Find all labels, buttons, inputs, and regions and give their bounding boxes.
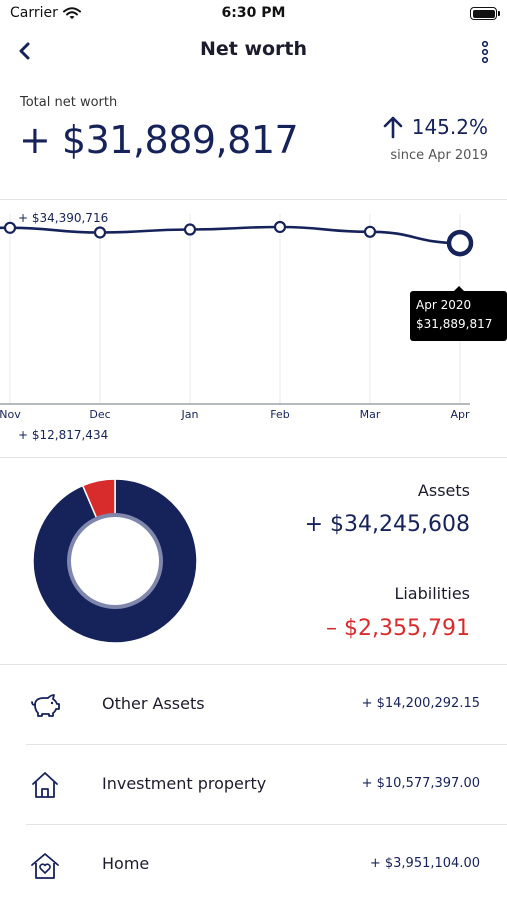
divider	[0, 457, 507, 458]
x-tick-label: Mar	[360, 408, 381, 421]
data-point-dec[interactable]	[93, 226, 107, 239]
data-point-feb[interactable]	[273, 220, 287, 234]
x-tick-label: Jan	[181, 408, 199, 421]
arrow-up-icon	[383, 116, 403, 139]
change-percent: 145.2%	[411, 115, 488, 139]
list-item[interactable]: Other Assets + $14,200,292.15	[0, 665, 507, 745]
tooltip-value: $31,889,817	[416, 317, 493, 331]
more-vertical-icon	[481, 40, 489, 64]
change-indicator: 145.2%	[382, 115, 488, 139]
data-point-jan[interactable]	[183, 223, 197, 236]
x-tick-label: Feb	[270, 408, 289, 421]
home-heart-icon	[31, 853, 59, 879]
chart-tooltip: Apr 2020 $31,889,817	[410, 286, 507, 341]
category-amount: + $3,951,104.00	[369, 856, 480, 871]
x-tick-label: Apr	[450, 408, 470, 421]
house-icon	[32, 772, 58, 798]
chevron-left-icon	[19, 42, 30, 60]
category-amount: + $14,200,292.15	[361, 696, 480, 711]
line-chart[interactable]: Nov Dec Jan Feb Mar Apr	[0, 200, 507, 456]
chart-max-label: + $34,390,716	[18, 211, 109, 225]
assets-value: + $34,245,608	[304, 512, 470, 537]
liabilities-label: Liabilities	[394, 584, 470, 603]
divider	[0, 664, 507, 665]
x-tick-label: Nov	[0, 408, 21, 421]
category-name: Investment property	[102, 774, 267, 793]
divider	[0, 199, 507, 200]
change-since: since Apr 2019	[390, 148, 488, 163]
category-amount: + $10,577,397.00	[361, 776, 480, 791]
tooltip-date: Apr 2020	[416, 298, 472, 312]
more-options-button[interactable]	[471, 36, 499, 68]
wifi-icon	[62, 6, 81, 19]
list-item[interactable]: Home + $3,951,104.00	[0, 825, 507, 900]
highlighted-point[interactable]	[446, 229, 474, 257]
back-button[interactable]	[10, 36, 40, 66]
assets-label: Assets	[417, 481, 470, 500]
series-line	[0, 225, 461, 245]
x-tick-label: Dec	[89, 408, 110, 421]
status-bar: Carrier 6:30 PM	[0, 0, 507, 28]
category-name: Home	[102, 854, 150, 873]
list-item[interactable]: Investment property + $10,577,397.00	[0, 745, 507, 825]
chart-min-label: + $12,817,434	[18, 428, 109, 442]
status-time: 6:30 PM	[221, 5, 286, 21]
donut-hole	[67, 513, 163, 609]
data-point-mar[interactable]	[363, 225, 377, 238]
total-net-worth-value: + $31,889,817	[19, 118, 299, 162]
nav-bar: Net worth	[0, 30, 507, 74]
piggy-bank-icon	[31, 694, 60, 717]
battery-icon	[470, 7, 500, 20]
assets-liabilities-donut	[32, 478, 198, 644]
net-worth-chart[interactable]: Nov Dec Jan Feb Mar Apr + $34,390,716 + $12,8…	[0, 200, 507, 456]
carrier-info: Carrier	[10, 5, 81, 21]
row-divider	[26, 824, 507, 825]
total-net-worth-label: Total net worth	[20, 95, 118, 110]
carrier-name: Carrier	[10, 5, 58, 21]
donut-chart	[32, 478, 198, 644]
category-name: Other Assets	[102, 694, 205, 713]
row-divider	[26, 744, 507, 745]
data-point-nov[interactable]	[3, 221, 17, 234]
page-title: Net worth	[199, 38, 308, 60]
liabilities-value: – $2,355,791	[326, 616, 470, 641]
